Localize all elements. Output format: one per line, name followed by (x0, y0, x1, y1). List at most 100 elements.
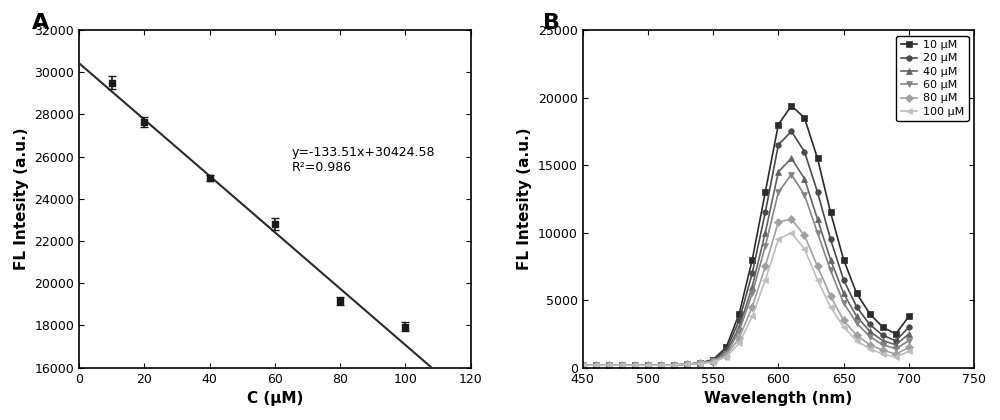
20 μM (825, 237, 837, 242)
80 μM (825, 294, 837, 299)
10 μM (851, 291, 863, 296)
40 μM (616, 362, 628, 368)
80 μM (603, 362, 615, 368)
60 μM (720, 352, 732, 357)
40 μM (707, 358, 719, 363)
100 μM (798, 246, 810, 251)
40 μM (629, 362, 641, 368)
20 μM (668, 362, 680, 368)
60 μM (903, 338, 915, 343)
10 μM (616, 362, 628, 368)
100 μM (668, 362, 680, 368)
80 μM (733, 336, 745, 341)
100 μM (655, 362, 667, 368)
10 μM (772, 122, 784, 127)
10 μM (838, 257, 850, 262)
80 μM (864, 342, 876, 347)
60 μM (590, 362, 602, 368)
60 μM (733, 329, 745, 334)
20 μM (772, 142, 784, 147)
20 μM (603, 362, 615, 368)
20 μM (707, 358, 719, 363)
20 μM (746, 270, 758, 276)
40 μM (590, 362, 602, 368)
40 μM (603, 362, 615, 368)
X-axis label: C (μM): C (μM) (247, 391, 303, 406)
80 μM (590, 362, 602, 368)
40 μM (642, 362, 654, 368)
40 μM (890, 342, 902, 347)
80 μM (890, 352, 902, 357)
10 μM (798, 116, 810, 121)
60 μM (825, 268, 837, 273)
20 μM (655, 362, 667, 368)
60 μM (838, 300, 850, 305)
80 μM (759, 264, 771, 269)
10 μM (577, 362, 589, 368)
100 μM (707, 360, 719, 365)
Text: A: A (32, 13, 49, 33)
10 μM (694, 360, 706, 365)
20 μM (851, 304, 863, 310)
Y-axis label: FL Intesity (a.u.): FL Intesity (a.u.) (14, 128, 29, 270)
10 μM (720, 345, 732, 350)
60 μM (655, 362, 667, 368)
20 μM (681, 362, 693, 367)
20 μM (720, 348, 732, 353)
80 μM (746, 304, 758, 310)
80 μM (838, 318, 850, 323)
100 μM (877, 352, 889, 357)
20 μM (890, 338, 902, 343)
40 μM (825, 257, 837, 262)
10 μM (603, 362, 615, 368)
10 μM (733, 311, 745, 316)
20 μM (903, 325, 915, 330)
10 μM (890, 331, 902, 336)
20 μM (642, 362, 654, 368)
80 μM (616, 362, 628, 368)
60 μM (629, 362, 641, 368)
60 μM (603, 362, 615, 368)
60 μM (785, 172, 797, 177)
100 μM (838, 325, 850, 330)
40 μM (812, 217, 824, 222)
10 μM (590, 362, 602, 368)
80 μM (877, 348, 889, 353)
10 μM (655, 362, 667, 368)
80 μM (851, 333, 863, 338)
100 μM (785, 230, 797, 235)
80 μM (642, 362, 654, 368)
60 μM (877, 342, 889, 347)
20 μM (877, 333, 889, 338)
60 μM (694, 360, 706, 365)
X-axis label: Wavelength (nm): Wavelength (nm) (704, 391, 852, 406)
Line: 20 μM: 20 μM (580, 129, 912, 368)
60 μM (759, 244, 771, 249)
Text: y=-133.51x+30424.58
R²=0.986: y=-133.51x+30424.58 R²=0.986 (291, 146, 435, 174)
20 μM (590, 362, 602, 368)
Line: 80 μM: 80 μM (580, 216, 912, 368)
100 μM (746, 314, 758, 319)
40 μM (694, 360, 706, 365)
60 μM (746, 291, 758, 296)
40 μM (681, 362, 693, 367)
60 μM (616, 362, 628, 368)
20 μM (733, 318, 745, 323)
40 μM (903, 331, 915, 336)
10 μM (707, 357, 719, 362)
20 μM (759, 210, 771, 215)
100 μM (616, 362, 628, 368)
10 μM (903, 314, 915, 319)
10 μM (668, 362, 680, 368)
60 μM (707, 358, 719, 363)
80 μM (655, 362, 667, 368)
80 μM (785, 217, 797, 222)
10 μM (812, 156, 824, 161)
100 μM (851, 338, 863, 343)
100 μM (577, 362, 589, 368)
40 μM (746, 284, 758, 289)
60 μM (642, 362, 654, 368)
20 μM (629, 362, 641, 368)
60 μM (812, 230, 824, 235)
20 μM (577, 362, 589, 368)
